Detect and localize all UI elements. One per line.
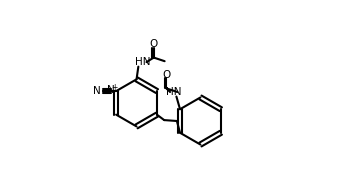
Text: N: N [93,86,101,96]
Text: O: O [150,39,158,49]
Text: N: N [107,85,114,95]
Text: HN: HN [166,87,181,97]
Text: O: O [162,70,171,80]
Text: +: + [111,83,117,92]
Text: HN: HN [135,57,151,67]
